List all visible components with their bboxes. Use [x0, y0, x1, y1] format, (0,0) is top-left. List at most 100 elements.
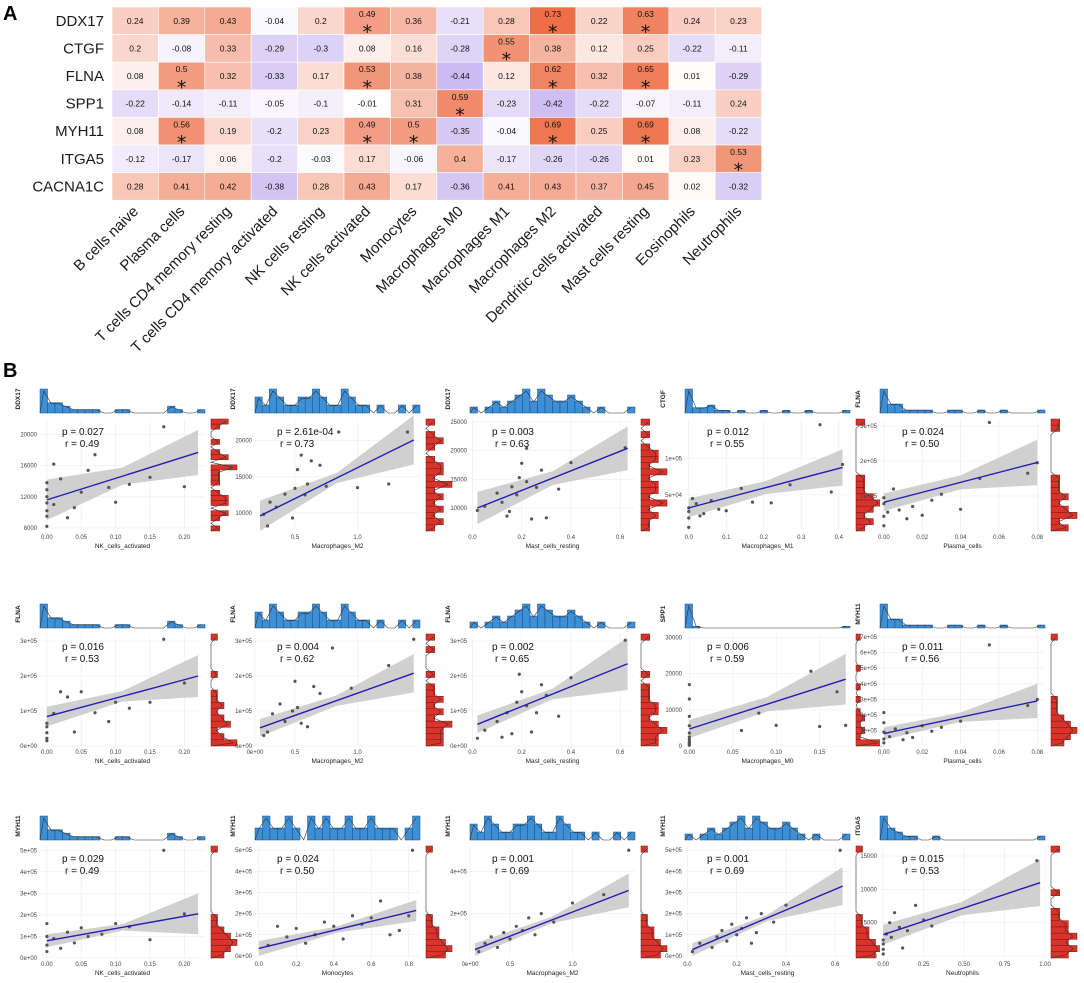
top-histogram-bar — [47, 617, 56, 629]
data-point — [889, 935, 893, 939]
y-tick-label: 2e+05 — [20, 674, 38, 680]
top-histogram-bar — [329, 827, 338, 841]
y-tick-label: 10000 — [860, 887, 877, 893]
heatmap-cell — [250, 172, 298, 201]
cell-value: 0.53 — [359, 64, 376, 74]
gene-label: FLNA — [66, 68, 104, 85]
top-histogram-bar — [552, 615, 561, 629]
scatter-plot: MYH11 0.00 0.02 0.04 0.06 0.08 1e+05 2e+05 3e+05… — [855, 603, 1078, 765]
cell-value: 0.2 — [315, 16, 327, 26]
data-point — [515, 493, 519, 497]
data-point — [750, 500, 755, 504]
data-point — [45, 943, 49, 947]
scatter-plot: SPP1 0.00 0.05 0.10 0.15 0 10000 20000 30000 Macr… — [660, 603, 883, 765]
data-point — [627, 848, 631, 852]
y-tick-label: 30000 — [665, 636, 682, 642]
p-value: p = 0.015 — [902, 854, 944, 865]
heatmap-cell — [204, 61, 252, 91]
y-axis-label: SPP1 — [660, 605, 667, 622]
data-point — [881, 952, 885, 956]
top-histogram-bar — [529, 615, 538, 629]
data-point — [510, 485, 514, 489]
cell-value: -0.11 — [683, 99, 702, 109]
significance-star: * — [734, 160, 744, 182]
top-histogram-bar — [887, 827, 896, 841]
top-histogram-bar — [62, 405, 71, 414]
right-histogram-bar — [210, 689, 218, 697]
x-tick-label: 0.5 — [291, 750, 300, 756]
cell-type-label: NK cells resting — [242, 203, 328, 289]
right-histogram-bar — [425, 914, 433, 921]
gene-label: SPP1 — [66, 96, 104, 113]
cell-value: 0.23 — [684, 154, 701, 164]
data-point — [881, 947, 885, 951]
data-point — [318, 463, 322, 467]
top-histogram-bar — [412, 815, 421, 841]
x-tick-label: 0.15 — [144, 962, 156, 968]
scatter-plot: FLNA 0.00 0.05 0.10 0.15 0.20 0e+00 1e+05 2e+05 3… — [15, 603, 238, 765]
top-density-curve — [684, 817, 847, 841]
top-histogram-bar — [355, 404, 363, 414]
data-point — [299, 721, 303, 725]
top-histogram-bar — [290, 404, 299, 414]
significance-star: * — [641, 77, 651, 99]
heatmap-cell — [714, 61, 762, 91]
cell-value: 0.24 — [684, 16, 701, 26]
data-point — [475, 508, 479, 512]
top-histogram-bar — [548, 831, 557, 841]
top-histogram-bar — [507, 615, 516, 629]
p-value: p = 0.012 — [707, 427, 749, 438]
data-point — [355, 486, 360, 490]
top-histogram-bar — [744, 827, 753, 841]
scatter-plot: MYH11 0.0 0.2 0.4 0.6 0.8 0e+00 1e+05 2e+05 3e+05… — [230, 815, 453, 977]
data-point — [45, 488, 49, 492]
data-point — [905, 731, 909, 735]
data-point — [930, 729, 934, 733]
top-histogram-bar — [312, 388, 320, 414]
significance-star: * — [362, 132, 372, 154]
regression-line — [259, 672, 414, 729]
y-tick-label: 1e+05 — [450, 709, 468, 715]
y-tick-label: 3e+05 — [235, 890, 253, 896]
data-point — [557, 487, 561, 491]
y-tick-label: 0e+00 — [665, 954, 683, 960]
cell-value: 0.43 — [545, 181, 562, 191]
regression-line — [688, 466, 843, 509]
data-point — [397, 928, 401, 933]
right-histogram-bar — [1050, 845, 1060, 853]
cell-value: 0.23 — [313, 126, 330, 136]
y-tick-label: 10000 — [235, 511, 252, 517]
x-tick-label: 0.8 — [405, 962, 414, 968]
data-point — [739, 728, 744, 733]
cell-value: -0.01 — [358, 99, 378, 109]
data-point — [557, 714, 561, 718]
significance-star: * — [177, 132, 187, 154]
cell-value: -0.21 — [450, 16, 470, 26]
heatmap-cell — [343, 89, 391, 118]
x-tick-label: 1.0 — [353, 750, 362, 756]
data-point — [505, 514, 509, 518]
y-tick-label: 1e+05 — [665, 933, 683, 939]
top-histogram-bar — [359, 827, 368, 841]
data-point — [93, 711, 97, 715]
data-point — [844, 723, 848, 728]
data-point — [901, 946, 905, 950]
cell-value: 0.42 — [220, 181, 237, 191]
r-value: r = 0.50 — [905, 439, 940, 450]
top-density-curve — [39, 390, 202, 414]
data-point — [45, 725, 49, 729]
data-point — [905, 517, 909, 521]
top-histogram-bar — [54, 829, 63, 841]
right-histogram-bar — [640, 671, 650, 678]
right-density-curve — [855, 421, 879, 532]
cell-value: 0.49 — [359, 9, 376, 19]
data-point — [534, 485, 539, 489]
cell-value: 0.28 — [498, 16, 515, 26]
top-histogram-bar — [269, 827, 278, 841]
regression-line — [46, 451, 199, 501]
y-tick-label: 20000 — [235, 439, 252, 445]
right-histogram-bar — [640, 418, 650, 426]
data-point — [45, 736, 49, 740]
data-point — [882, 524, 886, 528]
cell-value: 0.38 — [545, 43, 562, 53]
